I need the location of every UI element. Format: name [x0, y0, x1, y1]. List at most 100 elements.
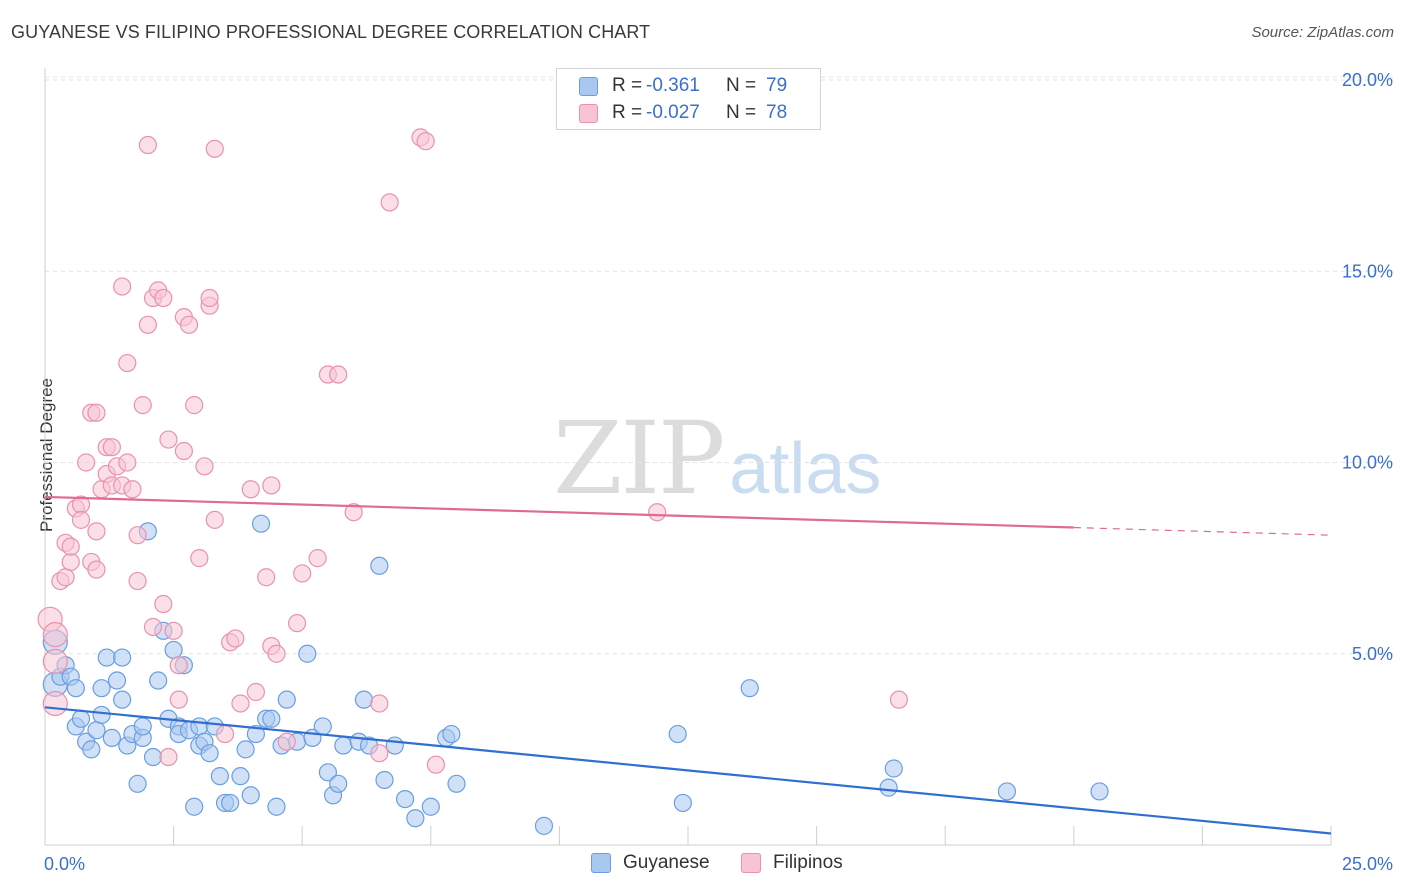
point-filipinos	[226, 629, 245, 648]
point-filipinos	[87, 403, 106, 422]
point-filipinos	[138, 135, 157, 155]
point-guyanese	[251, 514, 271, 533]
point-guyanese	[406, 809, 425, 828]
point-filipinos	[118, 453, 137, 472]
chart-title: GUYANESE VS FILIPINO PROFESSIONAL DEGREE…	[11, 22, 651, 42]
point-filipinos	[128, 526, 147, 545]
legend-r-value: -0.361	[646, 75, 700, 96]
point-guyanese	[200, 744, 219, 763]
point-guyanese	[329, 774, 348, 793]
legend-swatch-filipinos	[741, 853, 761, 873]
point-filipinos	[61, 537, 80, 556]
point-filipinos	[262, 476, 281, 495]
point-guyanese	[66, 679, 85, 698]
point-filipinos	[648, 503, 667, 522]
point-guyanese	[1090, 782, 1109, 801]
point-filipinos	[215, 724, 235, 744]
point-guyanese	[143, 747, 163, 767]
point-guyanese	[97, 648, 116, 667]
point-filipinos	[128, 571, 147, 591]
point-filipinos	[308, 549, 327, 568]
point-filipinos	[87, 560, 106, 579]
point-filipinos	[287, 614, 307, 633]
point-guyanese	[267, 797, 286, 816]
legend-swatch-guyanese	[591, 853, 611, 873]
legend-row-guyanese: R = -0.361 N = 79	[579, 73, 787, 99]
point-filipinos	[169, 656, 188, 675]
point-filipinos	[293, 564, 312, 583]
point-guyanese	[107, 671, 127, 690]
legend-swatch-filipinos	[579, 103, 598, 123]
point-filipinos	[133, 396, 152, 415]
point-filipinos	[154, 288, 173, 308]
point-filipinos	[159, 747, 178, 767]
point-guyanese	[133, 717, 152, 736]
point-filipinos	[200, 288, 219, 308]
trendline-extension-filipinos	[1073, 526, 1332, 536]
point-filipinos	[257, 568, 276, 587]
point-guyanese	[534, 816, 554, 835]
point-guyanese	[164, 640, 183, 660]
point-guyanese	[277, 690, 296, 709]
point-filipinos	[267, 644, 286, 663]
point-guyanese	[385, 736, 404, 755]
legend-label-guyanese: Guyanese	[623, 852, 710, 873]
point-filipinos	[344, 503, 363, 522]
point-filipinos	[246, 682, 266, 702]
y-tick-label: 20.0%	[1342, 70, 1393, 90]
point-guyanese	[231, 767, 250, 786]
legend-r-value: -0.027	[646, 102, 700, 123]
y-tick-label: 10.0%	[1342, 453, 1393, 473]
legend-item-guyanese: Guyanese	[591, 852, 710, 874]
point-filipinos	[205, 139, 224, 158]
point-filipinos	[42, 648, 68, 675]
point-guyanese	[71, 709, 91, 728]
point-filipinos	[102, 438, 121, 457]
point-filipinos	[426, 755, 446, 774]
point-guyanese	[334, 736, 353, 755]
point-filipinos	[169, 690, 188, 709]
x-tick-label: 0.0%	[44, 854, 85, 874]
point-guyanese	[421, 797, 440, 816]
point-guyanese	[128, 774, 147, 793]
point-guyanese	[221, 793, 240, 813]
point-filipinos	[164, 621, 183, 640]
point-guyanese	[241, 786, 260, 805]
point-guyanese	[262, 709, 281, 728]
point-filipinos	[205, 510, 224, 529]
point-guyanese	[236, 740, 255, 759]
point-filipinos	[231, 694, 250, 713]
source-label: Source: ZipAtlas.com	[1251, 24, 1394, 41]
y-tick-label: 5.0%	[1352, 644, 1393, 664]
point-filipinos	[138, 315, 157, 334]
point-filipinos	[277, 732, 296, 751]
point-filipinos	[154, 594, 173, 614]
legend-row-filipinos: R = -0.027 N = 78	[579, 100, 787, 126]
point-filipinos	[143, 617, 163, 637]
point-filipinos	[370, 694, 389, 713]
point-filipinos	[185, 396, 204, 415]
legend-label-filipinos: Filipinos	[773, 852, 843, 873]
point-filipinos	[241, 480, 260, 499]
point-guyanese	[298, 644, 317, 663]
point-filipinos	[87, 522, 106, 541]
point-filipinos	[195, 457, 214, 476]
watermark: ZIPatlas	[553, 400, 881, 517]
legend-r-label: R =	[612, 102, 643, 123]
point-filipinos	[370, 744, 389, 763]
point-filipinos	[416, 132, 435, 151]
point-guyanese	[313, 717, 332, 736]
point-filipinos	[179, 315, 199, 334]
point-guyanese	[92, 705, 111, 725]
legend-r-label: R =	[612, 75, 643, 96]
point-guyanese	[370, 556, 389, 575]
legend-n-label: N =	[726, 102, 757, 123]
point-guyanese	[997, 782, 1017, 801]
legend-n-value: 79	[766, 75, 788, 96]
x-tick-label: 25.0%	[1342, 854, 1393, 874]
point-guyanese	[190, 717, 209, 736]
point-filipinos	[71, 510, 91, 529]
point-guyanese	[87, 721, 106, 740]
point-filipinos	[329, 365, 348, 384]
point-filipinos	[889, 690, 909, 709]
